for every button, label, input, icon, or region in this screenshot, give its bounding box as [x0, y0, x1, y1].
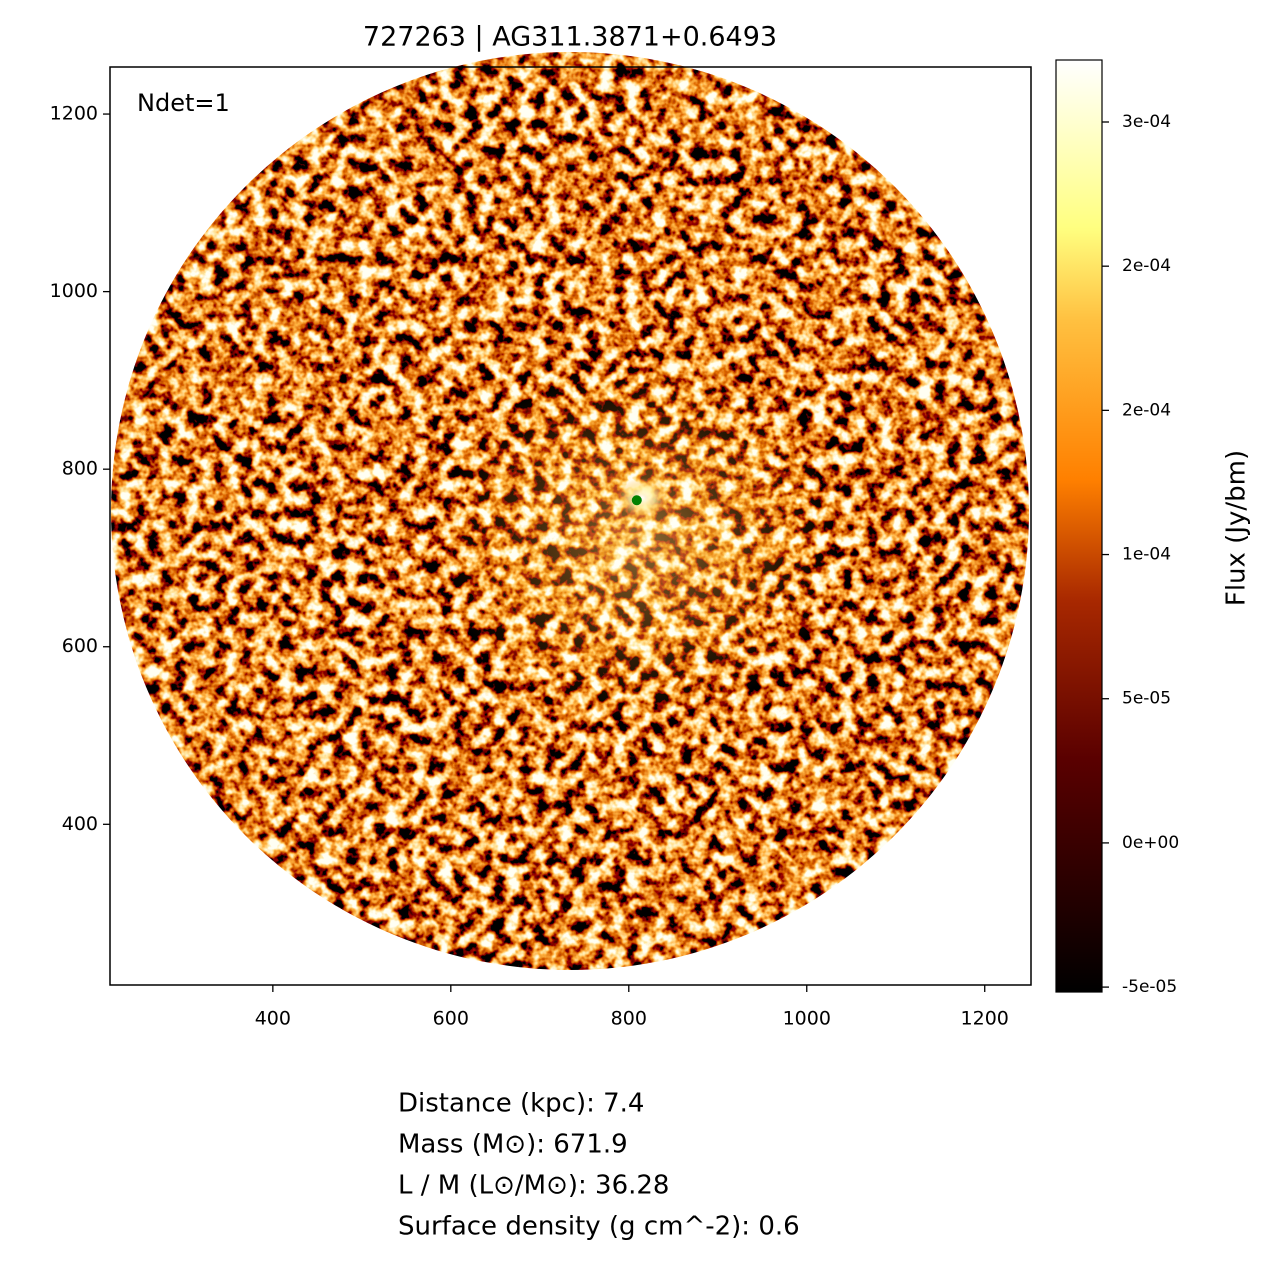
y-tick-label: 800 — [62, 458, 98, 480]
x-tick-label: 800 — [611, 1008, 647, 1030]
info-line: Surface density (g cm^-2): 0.6 — [398, 1212, 800, 1242]
info-line: L / M (L⊙/M⊙): 36.28 — [398, 1171, 669, 1201]
y-tick-label: 600 — [62, 635, 98, 657]
x-tick-label: 600 — [433, 1008, 469, 1030]
info-line: Mass (M⊙): 671.9 — [398, 1130, 628, 1160]
flux-image — [111, 52, 1029, 970]
annotation: Ndet=1 — [137, 89, 230, 117]
axes-frame — [109, 66, 1032, 986]
info-block: Distance (kpc): 7.4 Mass (M⊙): 671.9 L / M… — [398, 1089, 800, 1242]
x-tick-label: 400 — [255, 1008, 291, 1030]
colorbar-tick-label: -5e-05 — [1122, 977, 1177, 997]
x-tick-label: 1200 — [961, 1008, 1009, 1030]
colorbar-tick-label: 2e-04 — [1122, 400, 1171, 420]
colorbar — [1055, 59, 1103, 993]
chart-title: 727263 | AG311.3871+0.6493 — [363, 22, 777, 53]
y-tick-label: 1000 — [50, 280, 98, 302]
source-marker — [631, 495, 642, 506]
source-emission — [616, 478, 668, 518]
y-tick-label: 1200 — [50, 103, 98, 125]
colorbar-tick-label: 5e-05 — [1122, 689, 1171, 709]
x-tick-label: 1000 — [783, 1008, 831, 1030]
info-line: Distance (kpc): 7.4 — [398, 1089, 644, 1119]
colorbar-tick-label: 2e-04 — [1122, 256, 1171, 276]
colorbar-label: Flux (Jy/bm) — [1222, 450, 1252, 606]
colorbar-tick-label: 3e-04 — [1122, 112, 1171, 132]
extended-emission — [440, 360, 840, 720]
colorbar-tick-label: 0e+00 — [1122, 833, 1179, 853]
colorbar-tick-label: 1e-04 — [1122, 545, 1171, 565]
y-tick-label: 400 — [62, 813, 98, 835]
